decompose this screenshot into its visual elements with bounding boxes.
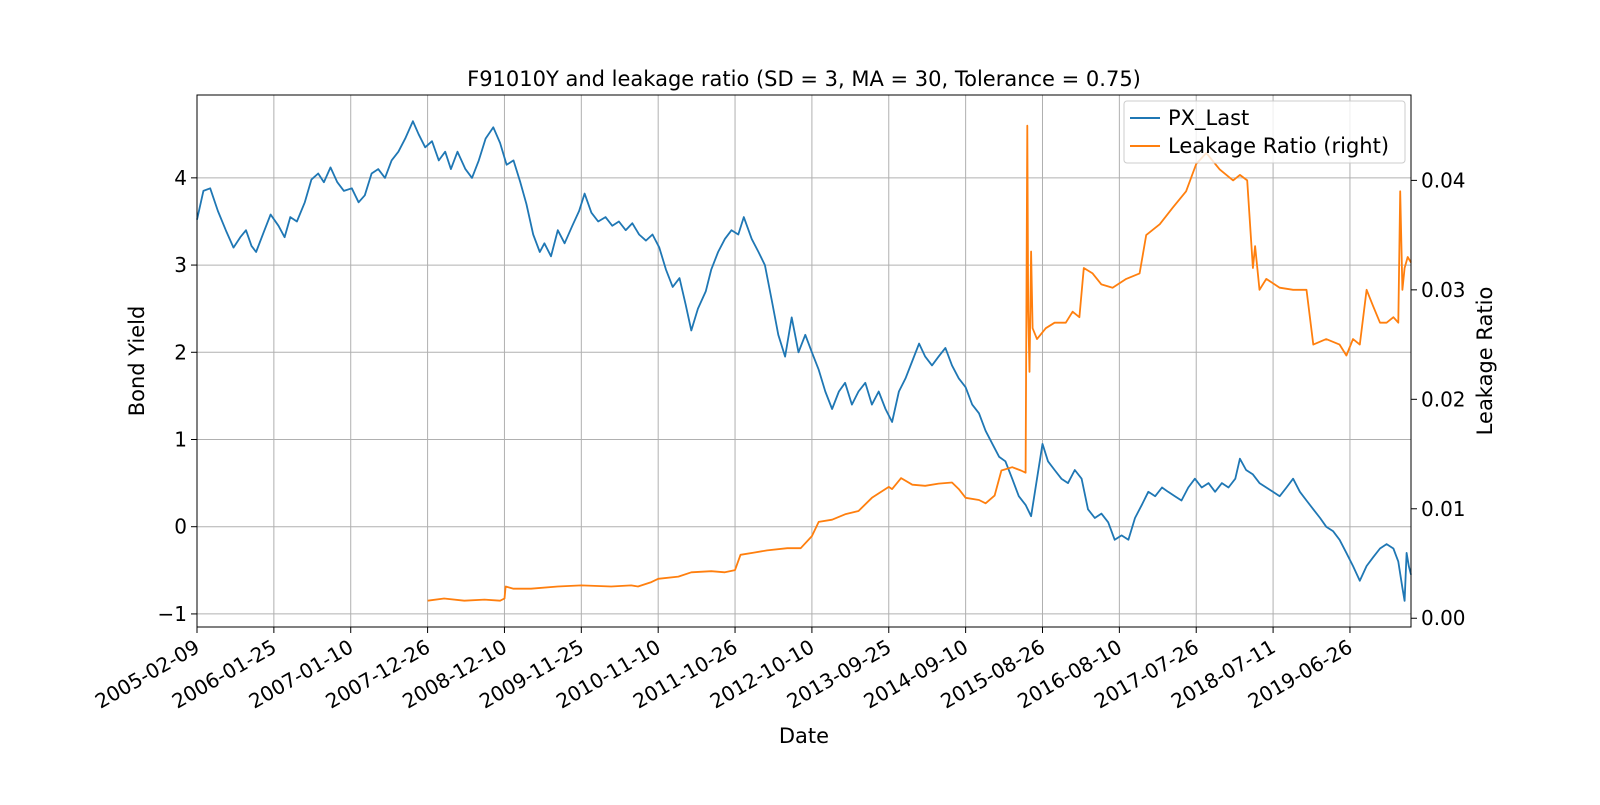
- y-left-tick-label: 2: [174, 340, 187, 364]
- series-layer: [196, 120, 1412, 602]
- legend: PX_Last Leakage Ratio (right): [1123, 100, 1406, 164]
- grid-layer: [196, 95, 1411, 627]
- y-right-tick-label: 0.02: [1421, 387, 1466, 411]
- y-right-tick-label: 0.01: [1421, 497, 1466, 521]
- y-left-tick-label: 3: [174, 253, 187, 277]
- y-right-axis-title: Leakage Ratio: [1473, 287, 1497, 436]
- x-axis-title: Date: [779, 724, 829, 748]
- y-left-tick-label: −1: [158, 602, 187, 626]
- y-right-tick-label: 0.03: [1421, 278, 1466, 302]
- y-right-tick-label: 0.00: [1421, 606, 1466, 630]
- plot-frame: [196, 94, 1412, 628]
- y-left-tick-label: 4: [174, 166, 187, 190]
- legend-label-leakage-ratio: Leakage Ratio (right): [1168, 134, 1389, 158]
- legend-label-px-last: PX_Last: [1168, 106, 1249, 131]
- series-line-leakage-ratio: [427, 124, 1412, 602]
- y-left-tick-label: 0: [174, 515, 187, 539]
- y-left-axis-title: Bond Yield: [125, 306, 149, 417]
- series-line-px-last: [196, 120, 1412, 602]
- chart-title: F91010Y and leakage ratio (SD = 3, MA = …: [467, 67, 1141, 91]
- y-right-tick-label: 0.04: [1421, 168, 1466, 192]
- legend-box: [1123, 100, 1406, 164]
- y-left-tick-label: 1: [174, 427, 187, 451]
